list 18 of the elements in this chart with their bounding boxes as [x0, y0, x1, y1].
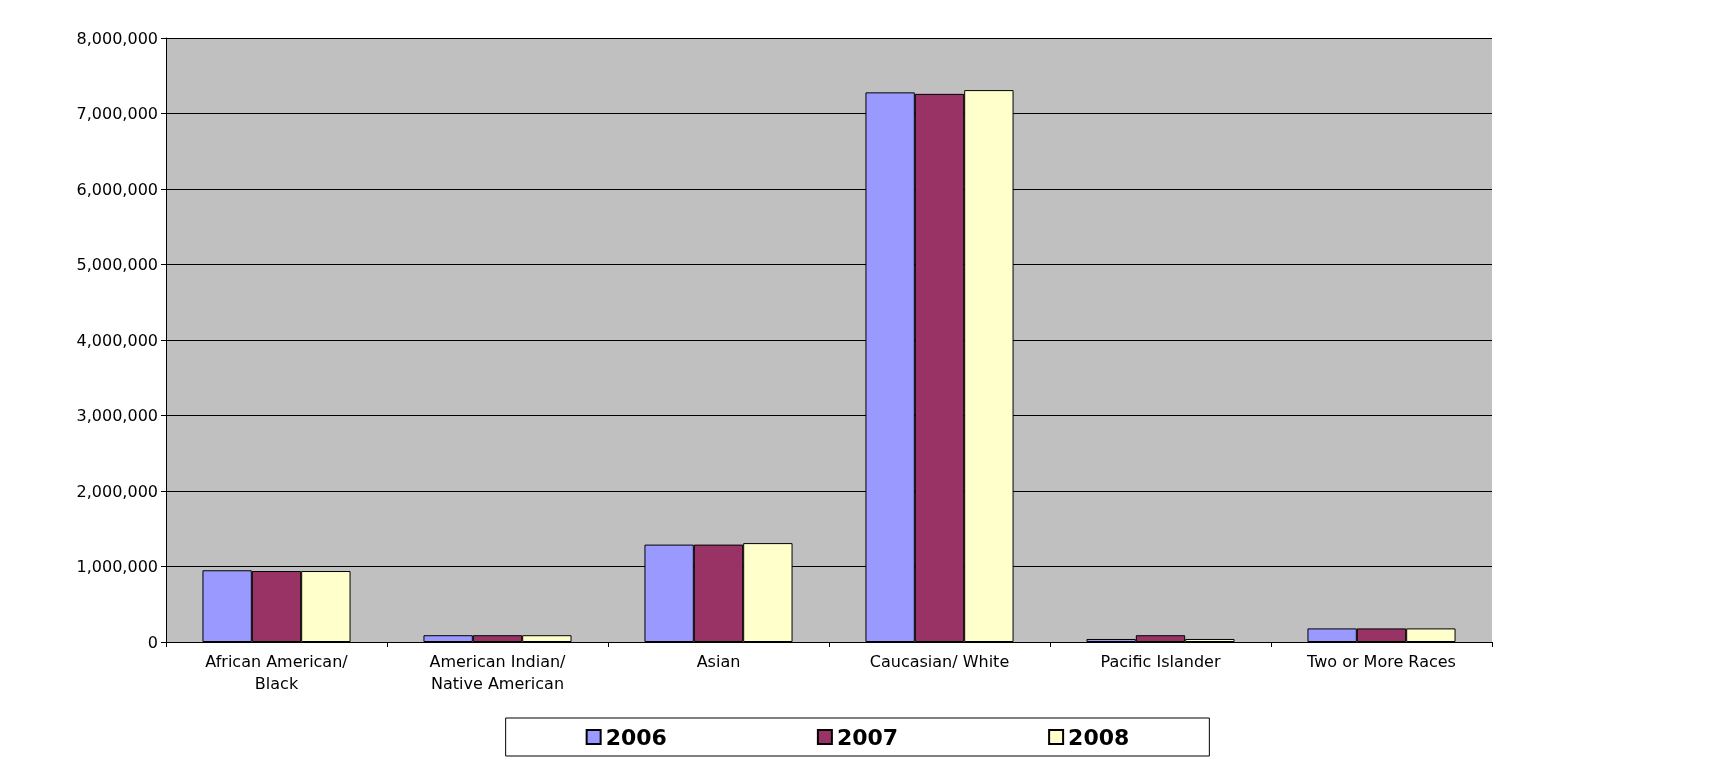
- x-tick-label: African American/ Black: [205, 651, 349, 693]
- y-tick-label: 0: [147, 632, 158, 652]
- legend-label: 2006: [605, 724, 667, 750]
- x-tick-label: Caucasian/ White: [869, 651, 1010, 671]
- y-tick-label: 6,000,000: [76, 179, 158, 199]
- x-tick-label: Two or More Races: [1306, 651, 1456, 671]
- y-tick-label: 3,000,000: [76, 406, 158, 425]
- y-tick-label: 2,000,000: [76, 481, 158, 501]
- legend-label: 2008: [1068, 724, 1130, 750]
- legend-label: 2007: [836, 724, 899, 750]
- y-tick-label: 4,000,000: [76, 330, 158, 350]
- x-tick-label: American Indian/ Native American: [429, 651, 567, 693]
- y-tick-label: 8,000,000: [76, 28, 158, 48]
- y-tick-label: 1,000,000: [76, 557, 158, 576]
- x-tick-label: Pacific Islander: [1100, 651, 1221, 671]
- y-tick-label: 7,000,000: [76, 104, 158, 123]
- y-tick-label: 5,000,000: [76, 255, 158, 274]
- x-tick-label: Asian: [696, 651, 741, 671]
